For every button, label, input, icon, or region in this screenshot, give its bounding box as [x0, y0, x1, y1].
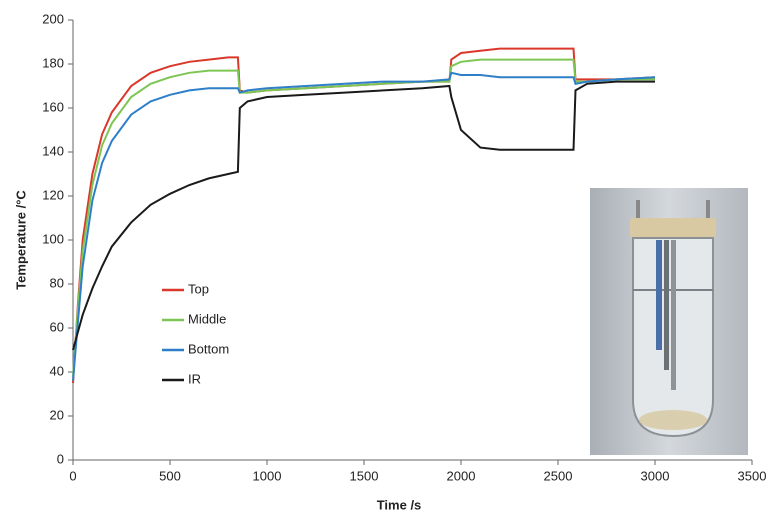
legend-label: Middle — [188, 311, 226, 326]
x-axis-label: Time /s — [377, 497, 422, 512]
y-tick-label: 100 — [42, 231, 64, 246]
x-tick-label: 0 — [69, 468, 76, 483]
y-tick-label: 20 — [50, 407, 64, 422]
x-tick-label: 1000 — [253, 468, 282, 483]
y-tick-label: 180 — [42, 55, 64, 70]
x-tick-label: 1500 — [350, 468, 379, 483]
y-tick-label: 140 — [42, 143, 64, 158]
series-line — [72, 71, 656, 381]
y-tick-label: 160 — [42, 99, 64, 114]
y-tick-label: 40 — [50, 363, 64, 378]
x-tick-label: 3000 — [641, 468, 670, 483]
series-line — [72, 80, 655, 351]
x-tick-label: 2000 — [447, 468, 476, 483]
x-tick-label: 2500 — [544, 468, 573, 483]
y-tick-label: 60 — [50, 319, 64, 334]
y-tick-label: 200 — [42, 11, 64, 26]
legend-label: IR — [188, 371, 201, 386]
x-tick-label: 3500 — [738, 468, 767, 483]
y-tick-label: 0 — [57, 451, 64, 466]
x-tick-label: 500 — [159, 468, 181, 483]
y-axis-label: Temperature /°C — [13, 190, 28, 290]
y-tick-label: 80 — [50, 275, 64, 290]
legend-label: Bottom — [188, 341, 229, 356]
inset-photo — [590, 188, 748, 455]
legend-label: Top — [188, 281, 209, 296]
series-line — [72, 58, 655, 377]
y-tick-label: 120 — [42, 187, 64, 202]
